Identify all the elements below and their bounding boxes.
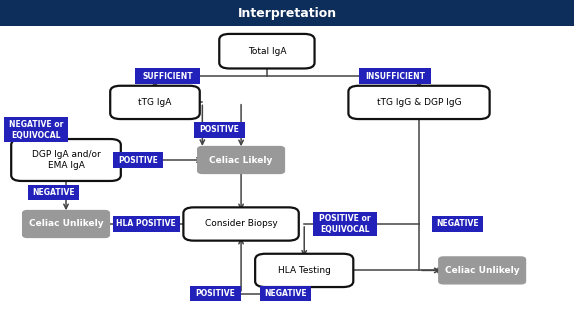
Text: NEGATIVE or
EQUIVOCAL: NEGATIVE or EQUIVOCAL	[9, 120, 63, 140]
Text: Total IgA: Total IgA	[247, 47, 286, 56]
Text: tTG IgA: tTG IgA	[138, 98, 172, 107]
Text: Celiac Unlikely: Celiac Unlikely	[29, 220, 103, 228]
FancyBboxPatch shape	[313, 212, 377, 236]
FancyBboxPatch shape	[0, 0, 574, 26]
FancyBboxPatch shape	[135, 68, 200, 84]
Text: Celiac Unlikely: Celiac Unlikely	[445, 266, 519, 275]
Text: POSITIVE: POSITIVE	[199, 125, 239, 134]
FancyBboxPatch shape	[183, 207, 298, 241]
Text: Celiac Likely: Celiac Likely	[210, 156, 273, 164]
Text: HLA POSITIVE: HLA POSITIVE	[117, 220, 176, 228]
FancyBboxPatch shape	[113, 216, 180, 232]
FancyBboxPatch shape	[11, 139, 121, 181]
Text: NEGATIVE: NEGATIVE	[436, 220, 479, 228]
Text: SUFFICIENT: SUFFICIENT	[142, 72, 193, 81]
FancyBboxPatch shape	[219, 34, 315, 68]
Text: HLA Testing: HLA Testing	[278, 266, 331, 275]
Text: NEGATIVE: NEGATIVE	[32, 188, 75, 197]
Text: tTG IgG & DGP IgG: tTG IgG & DGP IgG	[377, 98, 461, 107]
FancyBboxPatch shape	[5, 117, 68, 142]
FancyBboxPatch shape	[113, 152, 163, 168]
Text: POSITIVE: POSITIVE	[118, 156, 158, 164]
Text: POSITIVE: POSITIVE	[195, 289, 235, 298]
FancyBboxPatch shape	[23, 211, 110, 237]
FancyBboxPatch shape	[359, 68, 430, 84]
FancyBboxPatch shape	[432, 216, 483, 232]
Text: Consider Biopsy: Consider Biopsy	[205, 220, 277, 228]
Text: NEGATIVE: NEGATIVE	[264, 289, 307, 298]
Text: Interpretation: Interpretation	[238, 7, 336, 20]
FancyBboxPatch shape	[190, 286, 241, 301]
FancyBboxPatch shape	[255, 254, 354, 287]
FancyBboxPatch shape	[194, 122, 245, 138]
FancyBboxPatch shape	[348, 86, 490, 119]
FancyBboxPatch shape	[439, 257, 525, 284]
Text: INSUFFICIENT: INSUFFICIENT	[365, 72, 425, 81]
FancyBboxPatch shape	[28, 185, 79, 200]
Text: POSITIVE or
EQUIVOCAL: POSITIVE or EQUIVOCAL	[319, 214, 371, 234]
FancyBboxPatch shape	[197, 147, 284, 173]
Text: DGP IgA and/or
EMA IgA: DGP IgA and/or EMA IgA	[32, 150, 100, 170]
FancyBboxPatch shape	[110, 86, 200, 119]
FancyBboxPatch shape	[260, 286, 311, 301]
